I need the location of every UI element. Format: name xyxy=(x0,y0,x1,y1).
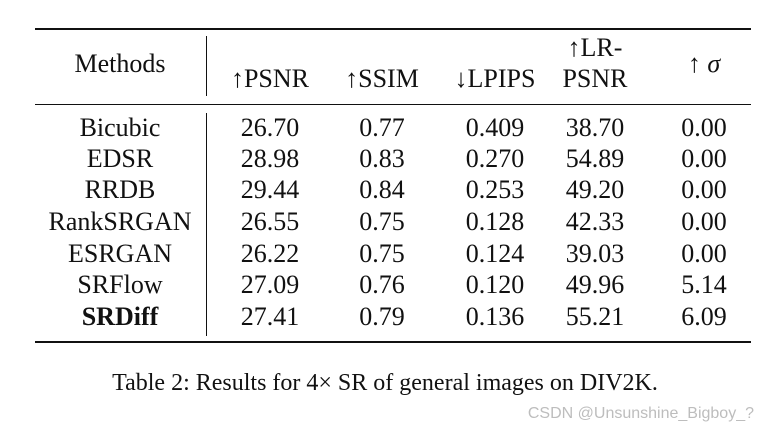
method-cell: RankSRGAN xyxy=(48,207,192,236)
header-lr-psnr-line2: PSNR xyxy=(562,64,628,93)
lr-psnr-cell: 55.21 xyxy=(565,302,625,331)
method-cell: RRDB xyxy=(84,175,156,204)
sigma-cell: 0.00 xyxy=(681,113,727,142)
header-sigma-symbol: σ xyxy=(707,49,721,78)
ssim-cell: 0.77 xyxy=(359,113,405,142)
lpips-cell: 0.128 xyxy=(465,207,525,236)
ssim-cell: 0.75 xyxy=(359,239,405,268)
ssim-cell: 0.75 xyxy=(359,207,405,236)
lpips-cell: 0.120 xyxy=(465,270,525,299)
table-row: SRFlow 27.09 0.76 0.120 49.96 5.14 xyxy=(35,269,751,301)
lr-psnr-cell: 49.96 xyxy=(565,270,625,299)
header-methods: Methods xyxy=(74,49,166,78)
header-lpips: ↓LPIPS xyxy=(454,64,536,93)
table-row: SRDiff 27.41 0.79 0.136 55.21 6.09 xyxy=(35,301,751,333)
psnr-cell: 28.98 xyxy=(240,144,300,173)
header-sigma: ↑ σ xyxy=(657,48,751,80)
lr-psnr-cell: 38.70 xyxy=(565,113,625,142)
psnr-cell: 26.70 xyxy=(240,113,300,142)
lpips-cell: 0.136 xyxy=(465,302,525,331)
psnr-cell: 26.22 xyxy=(240,239,300,268)
ssim-cell: 0.76 xyxy=(359,270,405,299)
table-row: Bicubic 26.70 0.77 0.409 38.70 0.00 xyxy=(35,112,751,144)
header-ssim: ↑SSIM xyxy=(345,64,419,93)
ssim-cell: 0.84 xyxy=(359,175,405,204)
sigma-cell: 0.00 xyxy=(681,144,727,173)
method-cell: ESRGAN xyxy=(67,239,172,268)
sigma-cell: 0.00 xyxy=(681,207,727,236)
header-sigma-arrow: ↑ xyxy=(687,49,708,78)
table-row: ESRGAN 26.22 0.75 0.124 39.03 0.00 xyxy=(35,238,751,270)
method-cell: EDSR xyxy=(86,144,154,173)
lpips-cell: 0.270 xyxy=(465,144,525,173)
lr-psnr-cell: 49.20 xyxy=(565,175,625,204)
sigma-cell: 6.09 xyxy=(681,302,727,331)
table-top-rule xyxy=(35,28,751,30)
ssim-cell: 0.79 xyxy=(359,302,405,331)
table-row: RankSRGAN 26.55 0.75 0.128 42.33 0.00 xyxy=(35,206,751,238)
table-caption: Table 2: Results for 4× SR of general im… xyxy=(112,370,658,396)
lr-psnr-cell: 39.03 xyxy=(565,239,625,268)
ssim-cell: 0.83 xyxy=(359,144,405,173)
table-row: RRDB 29.44 0.84 0.253 49.20 0.00 xyxy=(35,174,751,206)
header-psnr: ↑PSNR xyxy=(230,64,310,93)
body-vertical-divider xyxy=(206,113,207,336)
method-cell: Bicubic xyxy=(79,113,161,142)
header-bottom-rule xyxy=(35,104,751,105)
lpips-cell: 0.409 xyxy=(465,113,525,142)
lr-psnr-cell: 42.33 xyxy=(565,207,625,236)
header-lr-psnr-line1: ↑LR- xyxy=(567,33,623,62)
method-cell: SRDiff xyxy=(81,302,159,331)
psnr-cell: 27.41 xyxy=(240,302,300,331)
lpips-cell: 0.253 xyxy=(465,175,525,204)
table-row: EDSR 28.98 0.83 0.270 54.89 0.00 xyxy=(35,143,751,175)
psnr-cell: 29.44 xyxy=(240,175,300,204)
sigma-cell: 0.00 xyxy=(681,239,727,268)
psnr-cell: 27.09 xyxy=(240,270,300,299)
lr-psnr-cell: 54.89 xyxy=(565,144,625,173)
sigma-cell: 5.14 xyxy=(681,270,727,299)
table-bottom-rule xyxy=(35,341,751,343)
lpips-cell: 0.124 xyxy=(465,239,525,268)
sigma-cell: 0.00 xyxy=(681,175,727,204)
psnr-cell: 26.55 xyxy=(240,207,300,236)
method-cell: SRFlow xyxy=(77,270,163,299)
watermark: CSDN @Unsunshine_Bigboy_? xyxy=(527,405,754,422)
header-vertical-divider xyxy=(206,36,207,96)
